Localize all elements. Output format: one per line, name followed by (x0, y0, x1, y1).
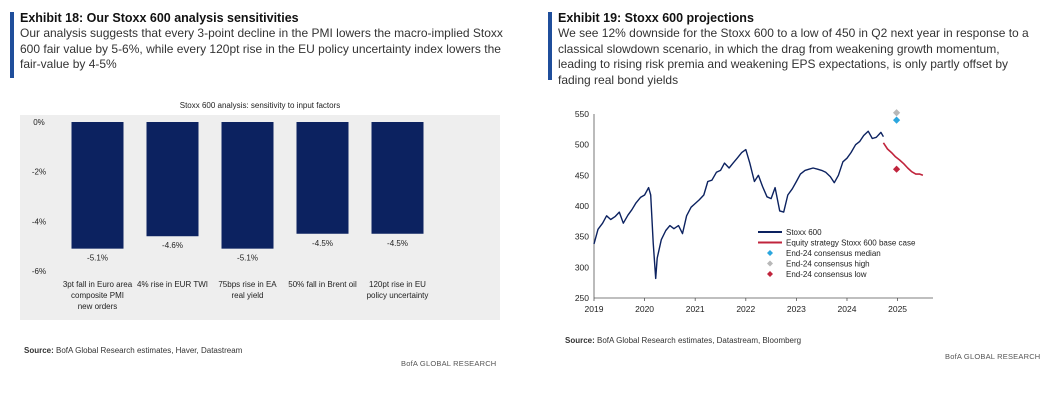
bar (71, 122, 124, 249)
exhibit-18-header: Exhibit 18: Our Stoxx 600 analysis sensi… (10, 10, 505, 78)
sensitivity-bar-chart: Stoxx 600 analysis: sensitivity to input… (20, 101, 500, 320)
exhibit-18-title: Exhibit 18: Our Stoxx 600 analysis sensi… (20, 11, 299, 25)
exhibit-18-brand: BofA GLOBAL RESEARCH (401, 359, 497, 368)
y-tick-label: 450 (575, 170, 589, 180)
legend-marker (767, 250, 773, 256)
exhibit-18-source-label: Source: (24, 346, 54, 355)
consensus-diamond-marker (892, 165, 901, 173)
exhibit-19-source: Source: BofA Global Research estimates, … (565, 336, 801, 345)
y-tick-label: 500 (575, 140, 589, 150)
bar-data-label: -4.6% (162, 241, 183, 250)
bar-data-label: -5.1% (87, 254, 108, 263)
x-tick-label: 2024 (838, 304, 857, 314)
y-tick-label: -6% (32, 267, 46, 276)
legend-label: Stoxx 600 (786, 228, 822, 237)
legend-label: End-24 consensus low (786, 270, 867, 279)
stoxx-600-line (593, 130, 885, 280)
x-category-label: 120pt rise in EU (369, 280, 426, 289)
exhibit-19-subtitle: We see 12% downside for the Stoxx 600 to… (558, 26, 1029, 87)
y-tick-label: 300 (575, 262, 589, 272)
stoxx-projection-line-chart: 250 300 350 400 450 500 550 2019 2020 2021 2022 202… (575, 109, 933, 314)
bar (221, 122, 274, 249)
x-category-label: 50% fall in Brent oil (288, 280, 357, 289)
exhibit-18-panel: Exhibit 18: Our Stoxx 600 analysis sensi… (10, 10, 505, 78)
legend-marker (767, 260, 773, 267)
x-tick-label: 2019 (585, 304, 604, 314)
bar-data-label: -5.1% (237, 254, 258, 263)
exhibit-19-title: Exhibit 19: Stoxx 600 projections (558, 11, 754, 25)
x-category-label: 4% rise in EUR TWI (137, 280, 208, 289)
y-tick-label: 550 (575, 109, 589, 119)
base-case-line (882, 142, 924, 177)
x-tick-label: 2022 (736, 304, 755, 314)
exhibit-19-panel: Exhibit 19: Stoxx 600 projections We see… (548, 10, 1038, 88)
consensus-diamond-marker (892, 109, 901, 117)
y-tick-label: 400 (575, 201, 589, 211)
y-tick-label: 0% (33, 118, 45, 127)
legend-label: End-24 consensus high (786, 260, 870, 269)
legend-label: Equity strategy Stoxx 600 base case (786, 239, 916, 248)
exhibit-18-subtitle: Our analysis suggests that every 3-point… (20, 26, 503, 71)
bar (146, 122, 199, 237)
exhibit-19-brand: BofA GLOBAL RESEARCH (945, 352, 1041, 361)
y-tick-label: -2% (32, 168, 46, 177)
x-tick-label: 2023 (787, 304, 806, 314)
exhibit-18-accent-bar (10, 12, 14, 78)
bar-data-label: -4.5% (312, 239, 333, 248)
x-category-label: real yield (231, 291, 263, 300)
legend-label: End-24 consensus median (786, 249, 881, 258)
exhibit-18-source: Source: BofA Global Research estimates, … (24, 346, 242, 355)
x-tick-label: 2021 (686, 304, 705, 314)
exhibit-19-header: Exhibit 19: Stoxx 600 projections We see… (548, 10, 1038, 88)
x-category-label: 75bps rise in EA (218, 280, 277, 289)
exhibit-19-source-text: BofA Global Research estimates, Datastre… (594, 336, 802, 345)
y-tick-label: 350 (575, 232, 589, 242)
legend-marker (767, 271, 773, 277)
chart-title: Stoxx 600 analysis: sensitivity to input… (180, 101, 341, 110)
bar (296, 122, 349, 234)
y-tick-label: 250 (575, 293, 589, 303)
exhibit-19-accent-bar (548, 12, 552, 80)
exhibit-18-source-text: BofA Global Research estimates, Haver, D… (53, 346, 243, 355)
x-category-label: 3pt fall in Euro area (63, 280, 133, 289)
x-category-label: new orders (78, 302, 118, 311)
x-tick-label: 2020 (635, 304, 654, 314)
y-tick-label: -4% (32, 217, 46, 226)
bar (371, 122, 424, 234)
exhibit-19-source-label: Source: (565, 336, 595, 345)
x-category-label: policy uncertainty (367, 291, 429, 300)
x-tick-label: 2025 (888, 304, 907, 314)
x-category-label: composite PMI (71, 291, 124, 300)
consensus-diamond-marker (892, 116, 901, 124)
bar-data-label: -4.5% (387, 239, 408, 248)
